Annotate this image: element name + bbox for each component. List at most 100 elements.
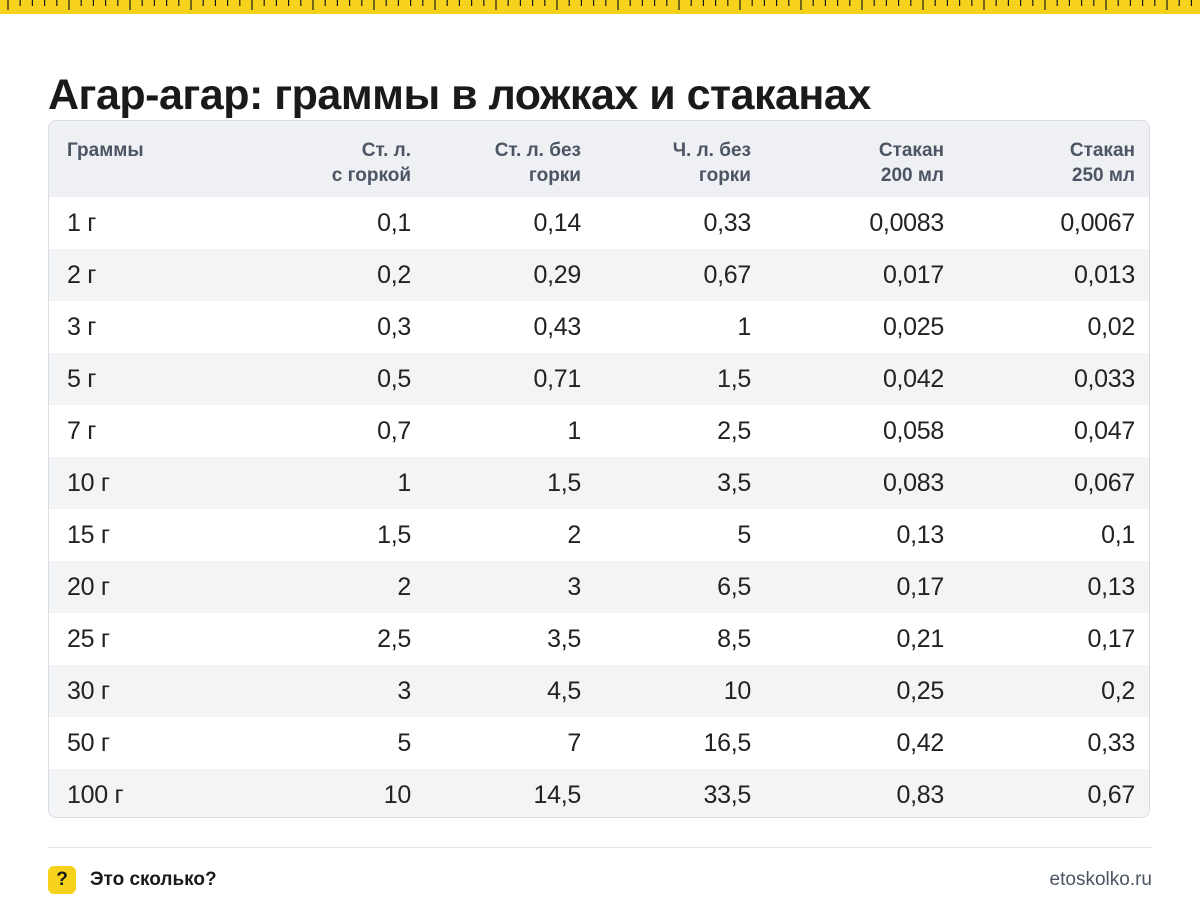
column-header-line: 250 мл	[1071, 165, 1135, 186]
value-cell: 0,71	[533, 364, 582, 393]
table-header: Граммы Ст. л. с горкой Ст. л. без горки Ч. л.…	[49, 121, 1149, 197]
value-cell: 2,5	[717, 416, 751, 445]
value-cell: 0,083	[882, 468, 944, 497]
value-cell: 8,5	[717, 624, 751, 653]
table-row: 3 г 0,3 0,43 1 0,025 0,02	[49, 301, 1149, 353]
grams-cell: 100 г	[67, 780, 124, 809]
brand-name: Это сколько?	[90, 869, 217, 890]
value-cell: 0,33	[1087, 728, 1136, 757]
ruler-ticks	[7, 0, 1193, 10]
value-cell: 0,33	[703, 208, 752, 237]
value-cell: 0,17	[1087, 624, 1136, 653]
value-cell: 0,017	[882, 260, 944, 289]
grams-cell: 20 г	[67, 572, 110, 601]
site-link[interactable]: etoskolko.ru	[1049, 869, 1152, 890]
column-header-line: 200 мл	[880, 165, 944, 186]
question-mark-icon: ?	[48, 866, 76, 894]
value-cell: 0,067	[1073, 468, 1135, 497]
footer-divider	[48, 847, 1152, 848]
grams-cell: 7 г	[67, 416, 97, 445]
table-row: 20 г 2 3 6,5 0,17 0,13	[49, 561, 1149, 613]
value-cell: 0,7	[377, 416, 411, 445]
ruler-top-bar	[0, 0, 1200, 14]
value-cell: 1,5	[377, 520, 411, 549]
value-cell: 1,5	[547, 468, 581, 497]
value-cell: 0,25	[896, 676, 945, 705]
value-cell: 0,42	[896, 728, 945, 757]
table-row: 25 г 2,5 3,5 8,5 0,21 0,17	[49, 613, 1149, 665]
value-cell: 0,13	[1087, 572, 1136, 601]
value-cell: 0,1	[1101, 520, 1135, 549]
value-cell: 0,3	[377, 312, 411, 341]
value-cell: 3	[567, 572, 581, 601]
value-cell: 2	[397, 572, 411, 601]
value-cell: 0,033	[1073, 364, 1135, 393]
value-cell: 1	[397, 468, 411, 497]
value-cell: 5	[397, 728, 411, 757]
value-cell: 0,67	[1087, 780, 1136, 809]
column-header: Ч. л. без горки	[581, 121, 751, 197]
value-cell: 1	[567, 416, 581, 445]
value-cell: 0,047	[1073, 416, 1135, 445]
value-cell: 0,1	[377, 208, 411, 237]
grams-cell: 2 г	[67, 260, 97, 289]
grams-cell: 50 г	[67, 728, 110, 757]
brand[interactable]: ? Это сколько?	[48, 866, 217, 894]
column-header: Ст. л. без горки	[411, 121, 581, 197]
column-header-line: с горкой	[331, 165, 411, 186]
value-cell: 0,13	[896, 520, 945, 549]
value-cell: 0,0067	[1060, 208, 1135, 237]
value-cell: 0,0083	[869, 208, 944, 237]
value-cell: 0,2	[377, 260, 411, 289]
value-cell: 1	[737, 312, 751, 341]
grams-cell: 15 г	[67, 520, 110, 549]
value-cell: 6,5	[717, 572, 751, 601]
column-header: Стакан 250 мл	[944, 121, 1149, 197]
table-row: 1 г 0,1 0,14 0,33 0,0083 0,0067	[49, 197, 1149, 249]
table-row: 5 г 0,5 0,71 1,5 0,042 0,033	[49, 353, 1149, 405]
value-cell: 3	[397, 676, 411, 705]
column-header-line: Стакан	[1069, 140, 1135, 161]
table-row: 100 г 10 14,5 33,5 0,83 0,67	[49, 769, 1149, 817]
column-header-line: Ст. л. без	[494, 140, 581, 161]
value-cell: 0,17	[896, 572, 945, 601]
conversion-table-grid: Граммы Ст. л. с горкой Ст. л. без горки Ч. л.…	[49, 121, 1149, 817]
value-cell: 33,5	[703, 780, 752, 809]
value-cell: 0,02	[1087, 312, 1136, 341]
column-header: Ст. л. с горкой	[275, 121, 411, 197]
grams-cell: 3 г	[67, 312, 97, 341]
column-header-line: горки	[698, 165, 751, 186]
column-header: Стакан 200 мл	[751, 121, 944, 197]
value-cell: 0,67	[703, 260, 752, 289]
value-cell: 7	[567, 728, 581, 757]
column-header: Граммы	[49, 121, 275, 197]
column-header-line: Ч. л. без	[672, 140, 751, 161]
value-cell: 1,5	[717, 364, 751, 393]
value-cell: 0,058	[882, 416, 944, 445]
value-cell: 0,83	[896, 780, 945, 809]
value-cell: 16,5	[703, 728, 752, 757]
grams-cell: 25 г	[67, 624, 110, 653]
grams-cell: 10 г	[67, 468, 110, 497]
value-cell: 0,29	[533, 260, 582, 289]
value-cell: 3,5	[717, 468, 751, 497]
value-cell: 0,21	[896, 624, 945, 653]
table-row: 7 г 0,7 1 2,5 0,058 0,047	[49, 405, 1149, 457]
value-cell: 10	[723, 676, 752, 705]
value-cell: 14,5	[533, 780, 582, 809]
value-cell: 10	[383, 780, 412, 809]
table-row: 30 г 3 4,5 10 0,25 0,2	[49, 665, 1149, 717]
grams-cell: 1 г	[67, 208, 97, 237]
column-header-line: Стакан	[878, 140, 944, 161]
value-cell: 0,2	[1101, 676, 1135, 705]
table-row: 50 г 5 7 16,5 0,42 0,33	[49, 717, 1149, 769]
value-cell: 0,14	[533, 208, 582, 237]
table-body: 1 г 0,1 0,14 0,33 0,0083 0,0067 2 г 0,2 0,29 0,67…	[49, 197, 1149, 817]
column-header-line: горки	[528, 165, 581, 186]
value-cell: 5	[737, 520, 751, 549]
value-cell: 0,042	[882, 364, 944, 393]
column-header-line: Ст. л.	[361, 140, 411, 161]
grams-cell: 30 г	[67, 676, 110, 705]
table-header-row: Граммы Ст. л. с горкой Ст. л. без горки Ч. л.…	[49, 121, 1149, 197]
conversion-table: Граммы Ст. л. с горкой Ст. л. без горки Ч. л.…	[48, 120, 1150, 818]
